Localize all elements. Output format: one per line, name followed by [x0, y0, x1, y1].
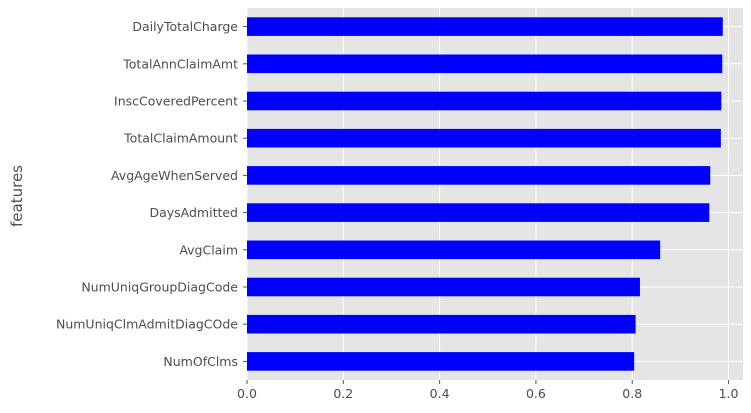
y-axis-label: features [8, 165, 26, 227]
x-tick-label: 0.2 [333, 386, 353, 401]
y-tick-label: NumUniqGroupDiagCode [81, 280, 238, 295]
bar [247, 128, 721, 148]
bar [247, 240, 661, 260]
x-tick-label: 0.0 [237, 386, 257, 401]
x-tick-label: 0.8 [622, 386, 642, 401]
bar [247, 203, 710, 222]
y-tick-labels: DailyTotalCharge TotalAnnClaimAmt InscCove… [56, 19, 247, 369]
y-tick-label: NumUniqClmAdmitDiagCOde [56, 317, 238, 332]
bar [247, 314, 636, 334]
bar [247, 352, 635, 371]
bar [247, 277, 640, 297]
bar [247, 17, 723, 36]
y-tick-label: InscCoveredPercent [114, 94, 238, 109]
y-tick-label: DaysAdmitted [149, 205, 238, 220]
x-tick-labels: 0.0 0.2 0.4 0.6 0.8 1.0 [237, 386, 738, 401]
bars [247, 17, 723, 371]
x-tick-label: 0.4 [430, 386, 450, 401]
bar [247, 54, 723, 74]
x-tick-label: 1.0 [719, 386, 739, 401]
y-tick-label: TotalAnnClaimAmt [122, 56, 238, 71]
y-tick-label: TotalClaimAmount [123, 131, 238, 146]
bar [247, 91, 722, 111]
x-tick-label: 0.6 [526, 386, 546, 401]
y-tick-label: DailyTotalCharge [132, 19, 238, 34]
y-tick-label: AvgClaim [179, 242, 238, 257]
bar [247, 166, 711, 185]
y-tick-label: NumOfClms [163, 354, 238, 369]
y-tick-label: AvgAgeWhenServed [111, 168, 238, 183]
